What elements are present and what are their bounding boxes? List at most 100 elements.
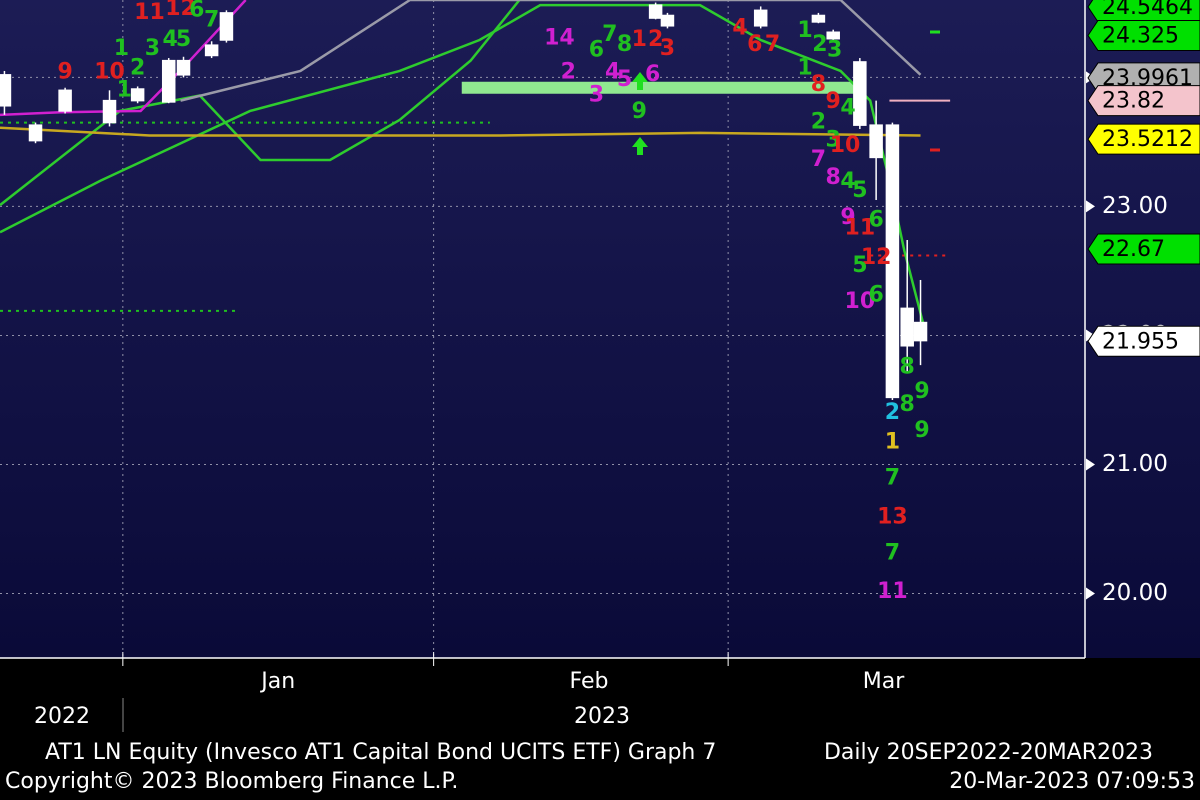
moving-average: [0, 0, 521, 207]
year-label: 2022: [34, 704, 90, 729]
price-tag-label: 23.82: [1102, 89, 1165, 114]
count-label: 10: [845, 289, 876, 314]
count-label: 1: [114, 36, 129, 61]
y-tick-mark: [1086, 587, 1095, 600]
count-label: 2: [812, 32, 827, 57]
candle-body: [0, 74, 12, 107]
count-label: 9: [826, 89, 841, 114]
count-label: 13: [877, 504, 908, 529]
x-tick-label: Jan: [259, 669, 295, 694]
y-tick-mark: [1086, 458, 1095, 471]
count-label: 3: [827, 37, 842, 62]
count-label: 9: [914, 418, 929, 443]
moving-average: [0, 126, 921, 137]
count-label: 7: [885, 466, 900, 491]
count-label: 1: [632, 27, 647, 52]
candle-body: [58, 89, 72, 112]
count-label: 2: [885, 400, 900, 425]
count-label: 12: [861, 245, 892, 270]
count-label: 9: [914, 379, 929, 404]
y-tick-label: 23.00: [1102, 193, 1168, 219]
count-label: 10: [830, 133, 861, 158]
price-tag-label: 24.325: [1102, 23, 1179, 48]
moving-average: [180, 0, 922, 102]
timestamp: 20-Mar-2023 07:09:53: [949, 769, 1195, 794]
count-label: 6: [589, 37, 604, 62]
count-label: 3: [660, 36, 675, 61]
count-label: 9: [632, 99, 647, 124]
count-label: 5: [617, 67, 632, 92]
count-label: 2: [648, 27, 663, 52]
count-label: 4: [605, 59, 620, 84]
count-label: 5: [852, 253, 867, 278]
price-tag: [1087, 233, 1200, 265]
count-label: 10: [94, 59, 125, 84]
candle-body: [28, 124, 43, 142]
candle-body: [176, 59, 191, 76]
count-label: 3: [589, 82, 604, 107]
price-tag-label: 22.67: [1102, 237, 1165, 262]
count-label: 9: [840, 205, 855, 230]
count-label: 8: [900, 392, 915, 417]
count-label: 4: [163, 27, 178, 52]
count-label: 7: [885, 540, 900, 565]
price-tag-label: 24.5464: [1102, 0, 1193, 20]
count-label: 2: [130, 55, 145, 80]
y-tick-label: 21.00: [1102, 451, 1168, 477]
count-label: 8: [826, 165, 841, 190]
marks: [0, 0, 951, 400]
x-tick-label: Mar: [863, 669, 905, 694]
count-label: 6: [868, 208, 883, 233]
candle-body: [913, 321, 928, 342]
candle-body: [161, 59, 176, 103]
count-label: 6: [868, 282, 883, 307]
count-label: 12: [165, 0, 196, 21]
candle-body: [753, 9, 768, 27]
price-tag: [1087, 325, 1200, 357]
candle-body: [853, 61, 867, 126]
count-label: 5: [852, 178, 867, 203]
count-label: 6: [645, 62, 660, 87]
candle-body: [811, 14, 826, 23]
chart-title: AT1 LN Equity (Invesco AT1 Capital Bond …: [45, 740, 716, 765]
count-label: 11: [134, 0, 165, 25]
count-label: 1: [797, 55, 812, 80]
count-label: 6: [747, 32, 762, 57]
y-tick-mark: [1086, 200, 1095, 213]
x-tick-label: Feb: [570, 669, 609, 694]
moving-average: [0, 0, 247, 117]
copyright: Copyright© 2023 Bloomberg Finance L.P.: [5, 769, 458, 794]
y-tick-label: 20.00: [1102, 580, 1168, 606]
count-label: 7: [811, 147, 826, 172]
count-label: 7: [765, 32, 780, 57]
count-label: 3: [145, 36, 160, 61]
labels: 20.0021.0022.0023.0024.00JanFebMar111269…: [57, 0, 1200, 694]
count-label: 1: [797, 18, 812, 43]
signal-arrows: [632, 72, 648, 155]
count-label: 8: [900, 355, 915, 380]
count-label: 2: [811, 110, 826, 135]
y-tick-mark: [1086, 329, 1095, 342]
price-tag: [1087, 19, 1200, 51]
candle-body: [660, 14, 675, 27]
count-label: 1: [117, 77, 132, 102]
count-label: 8: [617, 32, 632, 57]
count-label: 9: [57, 59, 72, 84]
count-label: 5: [176, 27, 191, 52]
candle-body: [204, 44, 219, 57]
candle-body: [885, 124, 900, 399]
price-tag: [1087, 123, 1200, 155]
price-tag-label: 23.5212: [1102, 127, 1193, 152]
candle-body: [102, 99, 117, 124]
candle-body: [826, 31, 840, 40]
price-tag: [1087, 0, 1200, 23]
count-label: 11: [845, 215, 876, 240]
count-label: 1: [885, 430, 900, 455]
count-label: 8: [811, 72, 826, 97]
candle-body: [219, 12, 234, 41]
price-tag-label: 21.955: [1102, 329, 1179, 354]
count-label: 4: [840, 169, 855, 194]
count-label: 11: [877, 579, 908, 604]
count-label: 7: [602, 22, 617, 47]
count-label: 3: [826, 128, 841, 153]
